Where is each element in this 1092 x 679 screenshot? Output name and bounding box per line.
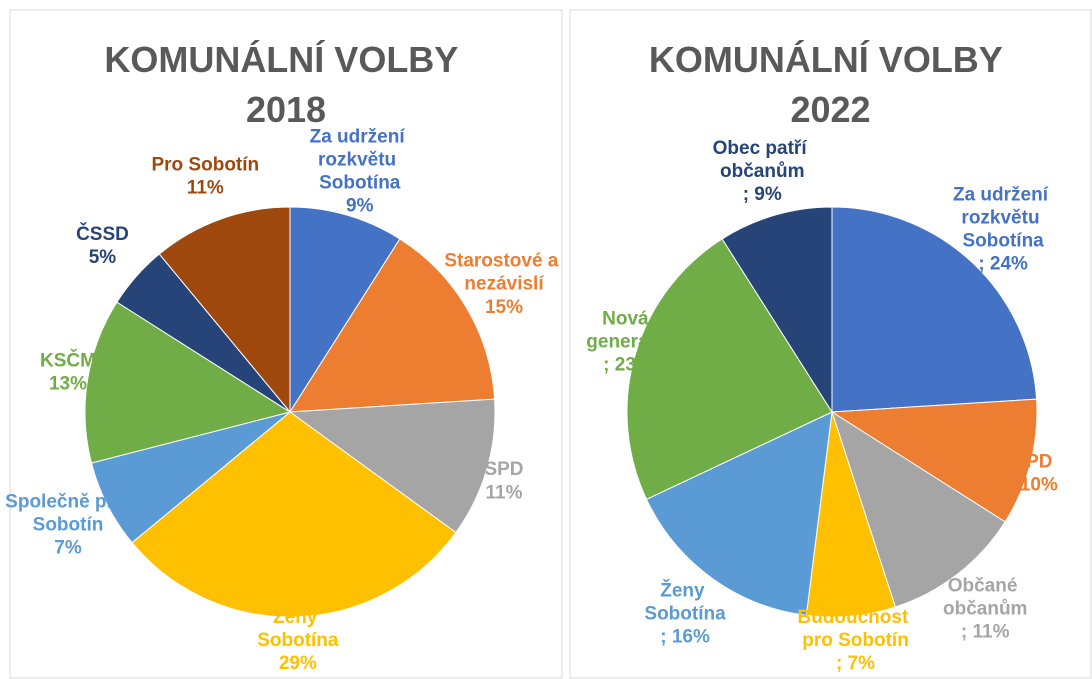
panel [9,9,563,679]
data-label-name: Nová generace [586,308,669,352]
pie-slice [288,398,496,534]
data-label-value: ; 16% [660,626,710,647]
data-label-value: 11% [486,482,523,503]
data-label-name: Občané občanům [943,576,1027,620]
chart-title: KOMUNÁLNÍ VOLBY 2018 [104,39,467,130]
data-label-name: Starostové a nezávislí [444,251,563,295]
pie-slice [831,206,1038,413]
data-label-value: 15% [485,297,523,318]
label-line: Obec patří [713,138,812,159]
label-line: občanům [720,161,804,182]
label-line: Budoucnost [797,607,913,628]
pie-slice [645,411,833,616]
label-line: Ženy [273,606,323,628]
label-line: KSČM [40,349,96,371]
label-line: SPD [1013,452,1052,473]
label-line: Nová [602,308,654,329]
label-line: Za udržení [953,184,1053,205]
label-line: rozkvětu [318,149,401,170]
label-line: nezávislí [464,274,544,295]
label-line: pro Sobotín [802,630,909,651]
data-label-value: ; 24% [978,253,1028,274]
pie-slice [158,206,291,414]
data-label-value: ; 11% [961,622,1010,643]
data-label-name: SPD [484,459,523,480]
label-line: Občané [948,576,1023,597]
data-label-value: 13% [49,373,87,394]
data-label-name: SPD [1013,452,1052,473]
label-line: SPD [484,459,523,480]
label-line: občanům [943,599,1027,620]
label-line: Ženy [660,579,710,601]
label-line: rozkvětu [961,207,1044,228]
label-line: Společně pro [5,492,131,513]
label-line: Sobotína [644,603,726,624]
pie-slice [626,238,833,500]
data-label-name: Za udržení rozkvětu Sobotína [953,184,1053,251]
label-line: Sobotína [257,630,339,651]
pie-slice [831,410,1006,608]
data-label-value: ; 7% [836,653,875,674]
pie-slice [721,206,833,414]
label-line: generace [586,331,669,352]
data-label-name: Pro Sobotín [151,154,259,175]
data-label-name: ČSSD [76,223,129,245]
title-line: KOMUNÁLNÍ VOLBY [649,39,1012,80]
data-label-value: 29% [279,653,317,674]
data-label-value: ; 10% [1008,475,1058,496]
chart-title: KOMUNÁLNÍ VOLBY 2022 [649,39,1012,130]
data-label-name: Ženy Sobotína [257,606,339,651]
data-label-name: Budoucnost pro Sobotín [797,607,913,651]
pie-slice [289,238,496,413]
title-line: 2018 [246,89,326,130]
label-line: Sobotína [319,172,401,193]
pie-slice [830,398,1038,523]
panel [569,9,1092,679]
data-label-name: KSČM [40,349,96,371]
label-line: Sobotín [33,515,104,536]
label-line: Sobotína [962,230,1044,251]
data-label-value: 5% [89,247,117,268]
label-line: ČSSD [76,223,129,245]
pie-slice [84,301,292,464]
label-line: Za udržení [310,126,410,147]
data-label-value: 9% [346,195,374,216]
title-line: 2022 [790,89,870,130]
pie-slice [131,411,457,618]
title-line: KOMUNÁLNÍ VOLBY [104,39,467,80]
data-label-name: Ženy Sobotína [644,579,726,624]
pie-slice [289,206,401,414]
data-label-value: 7% [54,538,82,559]
data-label-name: Společně pro Sobotín [5,492,131,536]
data-label-value: ; 9% [743,184,782,205]
label-line: Pro Sobotín [151,154,259,175]
data-label-name: Za udržení rozkvětu Sobotína [310,126,410,193]
label-line: Starostové a [444,251,563,272]
data-label-value: 11% [187,177,224,198]
data-label-value: ; 23% [603,354,653,375]
data-label-name: Obec patří občanům [713,138,812,182]
